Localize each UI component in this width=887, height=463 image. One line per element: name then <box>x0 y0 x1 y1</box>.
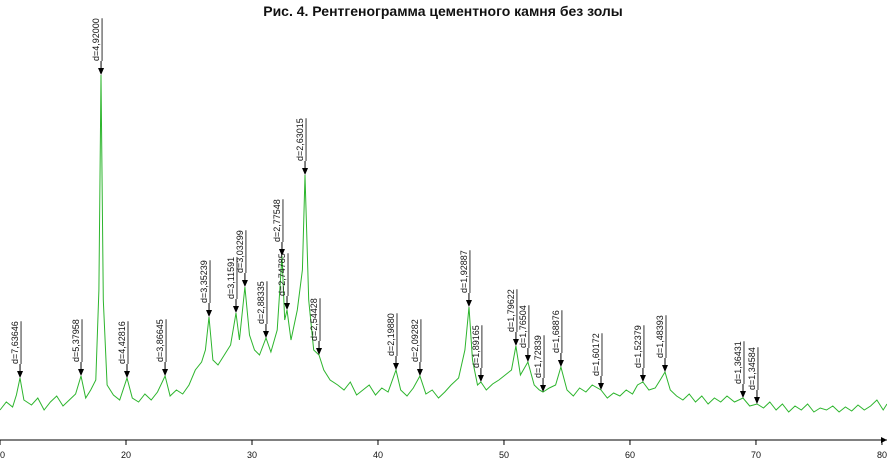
peak-label: d=2,77548 <box>272 199 282 242</box>
peak-label: d=1,72839 <box>533 335 543 378</box>
peak-arrow <box>540 385 547 392</box>
peak-label: d=1,79622 <box>506 289 516 332</box>
peak-arrow <box>524 355 531 362</box>
peak-label: d=4,92000 <box>91 18 101 61</box>
peak-arrow <box>639 375 646 382</box>
peak-label: d=5,37958 <box>71 319 81 362</box>
x-tick-label: 50 <box>499 450 509 460</box>
peak-arrow <box>753 397 760 404</box>
peak-arrow <box>262 331 269 338</box>
peak-label: d=1,34584 <box>747 347 757 390</box>
peak-arrow <box>393 363 400 370</box>
peak-label: d=3,35239 <box>199 260 209 303</box>
peak-arrow <box>162 369 169 376</box>
peak-label: d=4,42816 <box>117 321 127 364</box>
peak-label: d=2,54428 <box>309 298 319 341</box>
peak-arrow <box>416 369 423 376</box>
peak-arrow <box>597 383 604 390</box>
x-tick-label: 80 <box>877 450 887 460</box>
peak-arrow <box>739 391 746 398</box>
peak-arrow <box>465 300 472 307</box>
peak-label: d=1,52379 <box>633 325 643 368</box>
peak-arrow <box>78 369 85 376</box>
peak-label: d=1,60172 <box>591 333 601 376</box>
peak-arrow <box>477 375 484 382</box>
peak-label: d=2,63015 <box>295 118 305 161</box>
peak-arrow <box>241 280 248 287</box>
peak-arrow <box>17 371 24 378</box>
peak-arrow <box>302 168 309 175</box>
peak-label: d=1,36431 <box>733 341 743 384</box>
peak-arrow <box>512 339 519 346</box>
peak-label: d=1,89165 <box>471 325 481 368</box>
x-tick-label: 30 <box>247 450 257 460</box>
peak-arrow <box>232 306 239 313</box>
axis-arrow <box>881 437 887 443</box>
peak-label: d=1,48393 <box>655 315 665 358</box>
peak-arrow <box>206 310 213 317</box>
peak-label: d=2,09282 <box>410 319 420 362</box>
peak-arrow <box>557 360 564 367</box>
x-tick-label: 10 <box>0 450 5 460</box>
x-tick-label: 20 <box>121 450 131 460</box>
peak-arrow <box>278 249 285 256</box>
peak-arrow <box>661 365 668 372</box>
peak-arrow <box>124 371 131 378</box>
peak-label: d=2,74785 <box>277 253 287 296</box>
chart-title: Рис. 4. Рентгенограмма цементного камня … <box>263 3 623 19</box>
peak-arrow <box>316 348 323 355</box>
peak-arrow <box>284 303 291 310</box>
peak-label: d=7,63646 <box>10 321 20 364</box>
peak-label: d=1,92887 <box>459 250 469 293</box>
peak-label: d=1,68876 <box>551 310 561 353</box>
pattern-line <box>0 74 887 413</box>
x-tick-label: 70 <box>751 450 761 460</box>
peak-label: d=2,19880 <box>386 313 396 356</box>
peak-label: d=1,76504 <box>518 305 528 348</box>
x-tick-label: 40 <box>373 450 383 460</box>
peak-label: d=3,86645 <box>155 319 165 362</box>
peak-arrow <box>98 68 105 75</box>
peak-label: d=3,03299 <box>235 230 245 273</box>
peak-label: d=3,11591 <box>226 257 236 299</box>
x-tick-label: 60 <box>625 450 635 460</box>
peak-label: d=2,88335 <box>256 281 266 324</box>
